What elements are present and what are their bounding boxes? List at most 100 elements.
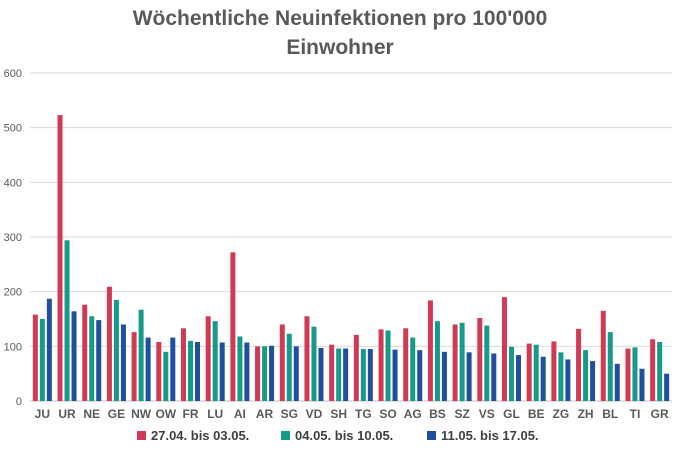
- bar-NE-series-2: [89, 316, 95, 401]
- y-tick-label: 300: [4, 232, 22, 244]
- legend-label-series-2: 04.05. bis 10.05.: [295, 428, 393, 443]
- bar-TG-series-1: [353, 334, 359, 401]
- bar-FR-series-1: [181, 328, 186, 401]
- bar-VS-series-3: [491, 353, 497, 401]
- bar-TG-series-3: [367, 349, 373, 401]
- y-tick-label: 100: [4, 341, 22, 353]
- chart-title-line-2: Einwohner: [286, 36, 394, 59]
- x-tick-label: SO: [379, 407, 396, 421]
- bar-NW-series-1: [131, 332, 137, 401]
- bar-VD-series-3: [318, 347, 324, 401]
- x-tick-label: GE: [108, 407, 125, 421]
- bar-SO-series-1: [378, 329, 384, 401]
- bar-VD-series-1: [304, 316, 310, 401]
- bar-ZG-series-3: [565, 359, 571, 401]
- bar-AI-series-3: [244, 342, 250, 401]
- bar-TI-series-2: [632, 347, 638, 401]
- bar-GE-series-1: [106, 286, 112, 401]
- y-tick-label: 0: [16, 396, 22, 408]
- bar-SZ-series-2: [459, 322, 465, 401]
- x-tick-label: AI: [234, 407, 246, 421]
- bar-BL-series-2: [607, 332, 613, 401]
- bar-UR-series-3: [71, 311, 77, 401]
- x-tick-label: GL: [503, 407, 520, 421]
- x-tick-label: OW: [155, 407, 176, 421]
- bar-GR-series-3: [664, 373, 670, 401]
- bar-TI-series-3: [639, 368, 645, 401]
- bar-JU-series-2: [39, 319, 45, 401]
- bar-UR-series-2: [64, 240, 70, 401]
- bar-SG-series-1: [279, 324, 285, 401]
- legend-label-series-3: 11.05. bis 17.05.: [441, 428, 539, 443]
- bar-NE-series-1: [82, 304, 88, 401]
- bar-GR-series-1: [650, 339, 656, 401]
- bar-LU-series-2: [212, 321, 218, 401]
- bar-GL-series-2: [509, 346, 514, 401]
- bar-SH-series-2: [336, 348, 342, 401]
- x-tick-label: GR: [651, 407, 669, 421]
- chart-title-line-1: Wöchentliche Neuinfektionen pro 100'000: [132, 7, 548, 30]
- bar-AG-series-2: [410, 337, 416, 401]
- x-tick-label: SH: [330, 407, 347, 421]
- bar-OW-series-3: [170, 337, 176, 401]
- x-tick-label: UR: [58, 407, 76, 421]
- x-tick-label: BL: [602, 407, 618, 421]
- bar-JU-series-1: [32, 314, 38, 401]
- legend-marker-series-1: [137, 431, 146, 440]
- x-tick-label: SZ: [454, 407, 469, 421]
- bar-VS-series-1: [477, 317, 483, 401]
- x-tick-label: ZG: [553, 407, 570, 421]
- bar-VS-series-2: [484, 325, 490, 401]
- bar-SZ-series-1: [452, 324, 458, 401]
- bar-BS-series-2: [434, 321, 440, 401]
- bar-JU-series-3: [46, 298, 52, 401]
- bar-FR-series-3: [195, 341, 200, 401]
- x-tick-label: AG: [404, 407, 422, 421]
- x-tick-label: ZH: [578, 407, 594, 421]
- bar-BL-series-3: [614, 363, 620, 401]
- bar-ZH-series-2: [583, 350, 589, 401]
- bar-GE-series-3: [120, 324, 126, 401]
- bar-BE-series-2: [533, 344, 539, 401]
- x-tick-label: BE: [528, 407, 545, 421]
- bar-ZH-series-3: [590, 361, 596, 401]
- bar-SO-series-2: [385, 330, 391, 401]
- x-tick-label: NE: [83, 407, 100, 421]
- bar-LU-series-3: [219, 342, 225, 401]
- bar-AI-series-1: [230, 252, 236, 401]
- bar-SG-series-2: [286, 333, 292, 401]
- x-tick-label: FR: [183, 407, 199, 421]
- bar-SG-series-3: [293, 346, 299, 401]
- bar-ZG-series-1: [551, 341, 557, 401]
- y-tick-label: 500: [4, 123, 22, 135]
- bar-AR-series-2: [262, 346, 268, 401]
- bar-SH-series-1: [329, 344, 335, 401]
- bar-NW-series-2: [138, 309, 144, 401]
- bar-AG-series-1: [403, 328, 409, 401]
- bar-TG-series-2: [360, 349, 366, 401]
- bar-GL-series-1: [502, 297, 507, 401]
- bar-NE-series-3: [96, 320, 102, 401]
- bar-ZG-series-2: [558, 352, 564, 401]
- x-tick-label: LU: [207, 407, 223, 421]
- bar-GL-series-3: [516, 355, 521, 401]
- bar-AG-series-3: [417, 350, 423, 401]
- bar-SH-series-3: [343, 348, 349, 401]
- bar-OW-series-2: [163, 351, 169, 401]
- bar-AR-series-3: [269, 345, 275, 401]
- bar-BS-series-3: [441, 351, 447, 401]
- bar-BE-series-3: [540, 356, 546, 401]
- bar-SO-series-3: [392, 349, 398, 401]
- bar-ZH-series-1: [576, 328, 582, 401]
- bar-UR-series-1: [57, 115, 63, 402]
- x-tick-label: AR: [256, 407, 274, 421]
- bar-VD-series-2: [311, 326, 317, 401]
- bar-SZ-series-3: [466, 352, 472, 401]
- y-tick-label: 200: [4, 287, 22, 299]
- x-tick-label: SG: [281, 407, 298, 421]
- bar-BL-series-1: [600, 310, 606, 401]
- x-tick-label: TG: [355, 407, 372, 421]
- legend-label-series-1: 27.04. bis 03.05.: [151, 428, 249, 443]
